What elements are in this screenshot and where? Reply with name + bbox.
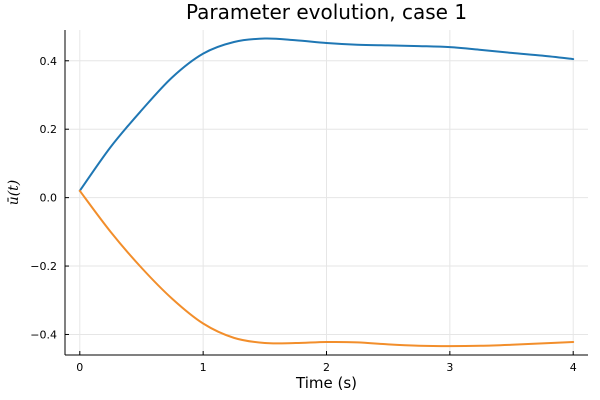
y-tick-label: 0.2 — [40, 123, 58, 136]
chart-title: Parameter evolution, case 1 — [186, 0, 467, 24]
y-tick-label: 0.0 — [40, 192, 58, 205]
y-tick-label: −0.4 — [30, 328, 57, 341]
y-tick-label: 0.4 — [40, 55, 58, 68]
x-tick-label: 0 — [76, 361, 83, 374]
series-line-1 — [78, 37, 575, 192]
grid — [65, 30, 588, 355]
y-axis-label: ū(t) — [6, 180, 22, 206]
x-tick-label: 1 — [200, 361, 207, 374]
tick-labels: 0 1 2 3 4 −0.4 −0.2 0.0 0.2 0.4 — [30, 55, 576, 374]
x-axis-label: Time (s) — [295, 374, 357, 392]
x-tick-label: 4 — [570, 361, 577, 374]
x-tick-label: 2 — [323, 361, 330, 374]
series-line-2 — [78, 189, 575, 348]
series — [78, 37, 575, 348]
x-tick-label: 3 — [446, 361, 453, 374]
y-tick-label: −0.2 — [30, 260, 57, 273]
